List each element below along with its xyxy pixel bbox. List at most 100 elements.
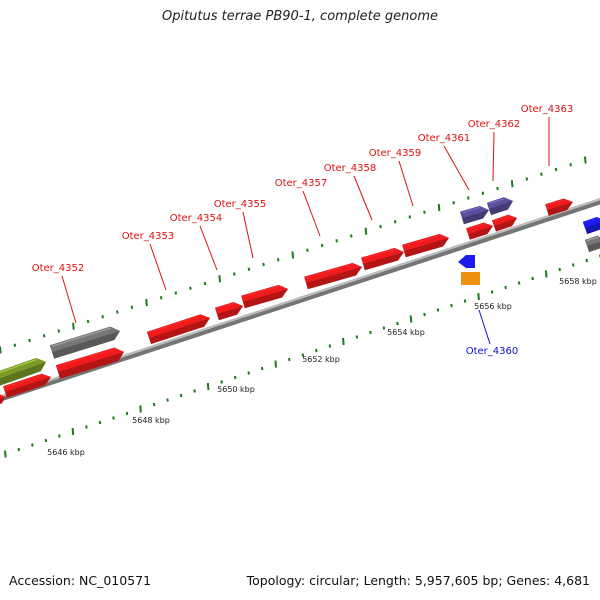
scale-label: 5656 kbp [474,302,512,311]
gene-oter-4352 [55,347,125,379]
gene-label: Oter_4354 [170,213,223,224]
gene-oter-4355 [241,284,289,309]
gene-label: Oter_4355 [214,199,267,210]
tick-mark [320,243,324,248]
map-title: Opitutus terrae PB90-1, complete genome [161,9,439,24]
tick-mark [13,343,17,347]
tick-mark [247,371,250,375]
tick-mark [396,321,399,326]
tick-mark [585,258,589,263]
tick-mark [301,353,305,357]
gene-arrow-red [0,393,6,407]
outer-tick-track [0,156,587,354]
tick-mark [17,447,21,452]
tick-mark [525,177,529,181]
tick-mark [355,335,359,339]
tick-mark [125,411,129,416]
tick-mark [233,375,237,380]
gene-oter-4360 [458,255,475,268]
gene-oter-4362 [492,214,518,232]
leader-line [492,131,495,182]
gene-label: Oter_4360 [466,346,519,357]
leader-line [443,145,470,191]
tick-mark [335,239,338,243]
tick-mark [116,310,119,314]
tick-mark [145,298,148,307]
tick-mark [463,299,467,303]
genome-backbone [0,198,600,402]
tick-mark [291,251,295,259]
tick-mark [437,203,441,212]
tick-mark [139,405,142,413]
tick-mark [274,360,278,368]
tick-mark [531,276,534,281]
tick-mark [504,285,507,290]
scale-label: 5648 kbp [132,416,170,425]
gene-label: Oter_4359 [369,148,422,159]
tick-mark [4,450,7,458]
tick-mark [57,329,61,333]
gene-label: Oter_4361 [418,133,471,144]
gene-label: Oter_4352 [32,263,85,274]
inner-tick-track [4,254,600,458]
tick-mark [350,234,353,238]
tick-mark [71,427,75,436]
gene-oter-4359 [402,233,450,258]
tick-mark [477,292,480,301]
gene-label: Oter_4358 [324,163,377,174]
tick-mark [42,334,46,338]
tick-mark [450,303,453,308]
tick-mark [496,186,499,191]
tick-mark [306,248,309,252]
tick-mark [364,227,368,235]
tick-mark [220,380,223,384]
tick-mark [393,220,397,224]
gene-feature-purple [486,197,513,216]
tick-mark [0,346,2,354]
tick-mark [86,319,90,324]
gene-label: Oter_4362 [468,119,521,130]
leader-line [242,211,254,259]
tick-mark [328,344,332,348]
tick-mark [382,326,386,330]
gene-arrow-red [3,373,52,398]
tick-mark [315,348,318,353]
leader-line [478,309,491,345]
tick-mark [260,366,264,371]
tick-mark [379,224,382,229]
leader-line [149,243,167,291]
gene-label: Oter_4353 [122,231,175,242]
tick-mark [436,308,440,312]
leader-line [353,175,373,221]
tick-mark [72,322,75,330]
tick-mark [481,191,485,195]
tick-mark [262,262,265,267]
tick-mark [554,167,558,172]
gene-oter-4361 [466,222,493,240]
tick-mark [584,156,587,164]
tick-mark [85,425,88,429]
gene-oter-4354 [215,302,243,321]
tick-mark [369,330,372,335]
tick-mark [490,290,494,294]
leader-line [61,275,77,324]
tick-mark [540,172,543,176]
gene-feature-grey [49,326,120,359]
tick-mark [101,315,104,319]
tick-mark [247,267,251,271]
leader-line [302,190,321,237]
gene-feature-olive [0,358,47,387]
gene-oter-4358 [361,248,404,271]
tick-mark [233,272,236,276]
tick-mark [287,357,291,362]
tick-mark [44,438,48,443]
tick-mark [558,267,562,272]
leader-line [199,225,218,271]
tick-mark [206,382,210,391]
tick-mark [452,201,455,205]
scale-labels: 5646 kbp 5648 kbp 5650 kbp 5652 kbp 5654 kbp… [47,277,597,457]
scale-label: 5658 kbp [559,277,597,286]
tick-mark [166,398,169,402]
tick-mark [571,263,575,267]
